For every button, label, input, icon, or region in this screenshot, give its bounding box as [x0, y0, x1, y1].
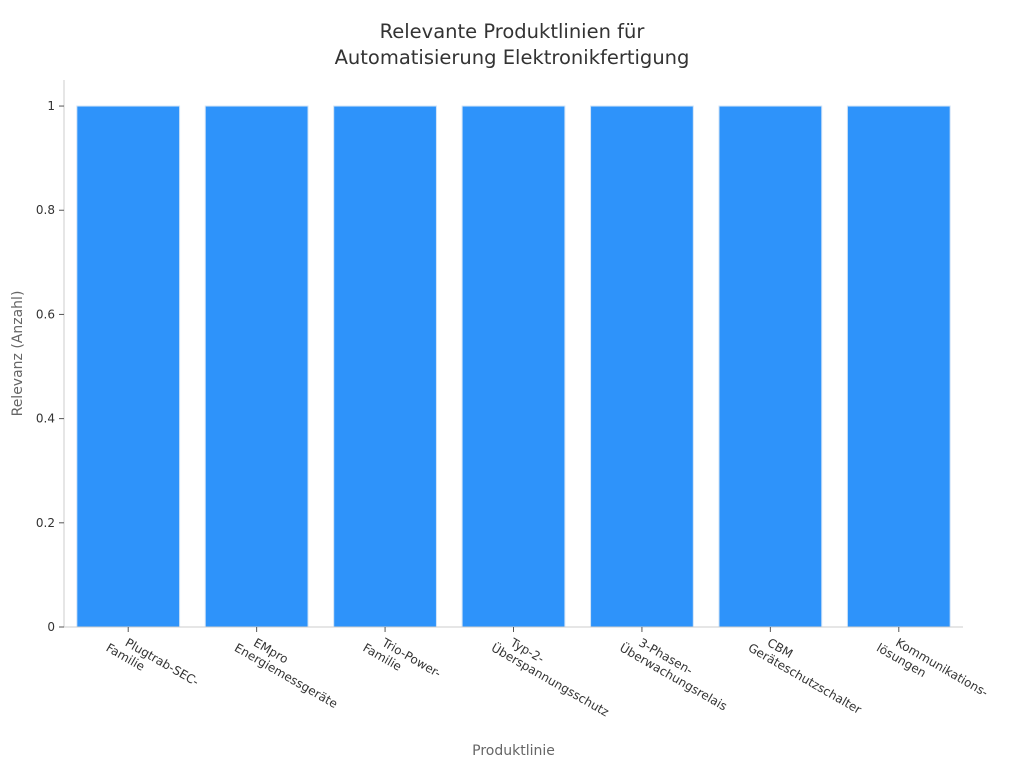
- x-tick-label: Trio-Power-Familie: [360, 628, 443, 692]
- x-tick-label: Plugtrab-SEC-Familie: [104, 628, 202, 701]
- chart-title-line-1: Relevante Produktlinien für: [379, 20, 645, 43]
- y-axis-title: Relevanz (Anzahl): [10, 291, 26, 417]
- y-tick-label: 0.8: [36, 203, 55, 217]
- x-tick-label: Kommunikations-lösungen: [874, 628, 990, 711]
- bar: [333, 105, 437, 628]
- y-tick-label: 1: [47, 99, 55, 113]
- x-tick-label: EMproEnergiemessgeräte: [232, 628, 347, 711]
- bar: [461, 105, 566, 628]
- x-tick-label: 3-Phasen-Überwachungsrelais: [617, 628, 736, 713]
- bar: [76, 105, 181, 628]
- x-tick-label: CBMGeräteschutzschalter: [746, 628, 871, 716]
- bar: [204, 105, 309, 628]
- x-tick-label: Typ-2-Überspannungsschutz: [489, 628, 618, 719]
- y-tick-label: 0: [47, 620, 55, 634]
- bar: [590, 105, 694, 628]
- bar: [846, 105, 951, 628]
- y-tick-label: 0.2: [36, 516, 55, 530]
- y-tick-label: 0.4: [36, 412, 55, 426]
- x-axis-title: Produktlinie: [472, 743, 555, 759]
- bar: [718, 105, 823, 628]
- y-tick-label: 0.6: [36, 307, 55, 321]
- chart-title-line-2: Automatisierung Elektronikfertigung: [334, 46, 690, 69]
